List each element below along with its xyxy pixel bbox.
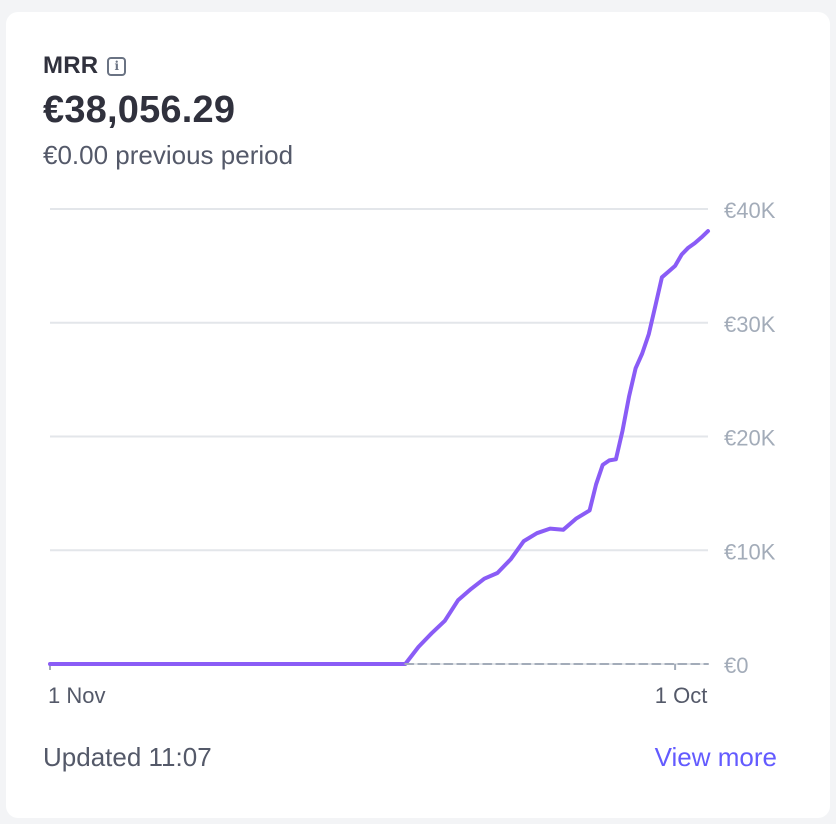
mrr-value: €38,056.29 xyxy=(43,89,236,131)
x-tick-label: 1 Nov xyxy=(48,683,105,708)
card-header: MRR i €38,056.29 €0.00 previous period xyxy=(43,52,293,171)
y-tick-label: €30K xyxy=(724,312,776,337)
title-row: MRR i xyxy=(43,52,293,80)
card-title: MRR xyxy=(43,52,99,79)
updated-time: Updated 11:07 xyxy=(43,742,212,772)
previous-period: €0.00 previous period xyxy=(43,140,294,170)
x-tick-label: 1 Oct xyxy=(655,683,708,708)
y-tick-label: €10K xyxy=(724,539,776,564)
mrr-card: MRR i €38,056.29 €0.00 previous period €… xyxy=(6,12,830,818)
y-tick-label: €20K xyxy=(724,426,776,451)
view-more-link[interactable]: View more xyxy=(654,742,777,772)
mrr-line xyxy=(48,229,710,666)
y-tick-label: €40K xyxy=(724,198,776,223)
y-tick-label: €0 xyxy=(724,653,748,678)
info-icon[interactable]: i xyxy=(107,56,127,76)
mrr-chart: €0 €10K €20K €30K €40K 1 Nov 1 Oct xyxy=(48,198,776,708)
